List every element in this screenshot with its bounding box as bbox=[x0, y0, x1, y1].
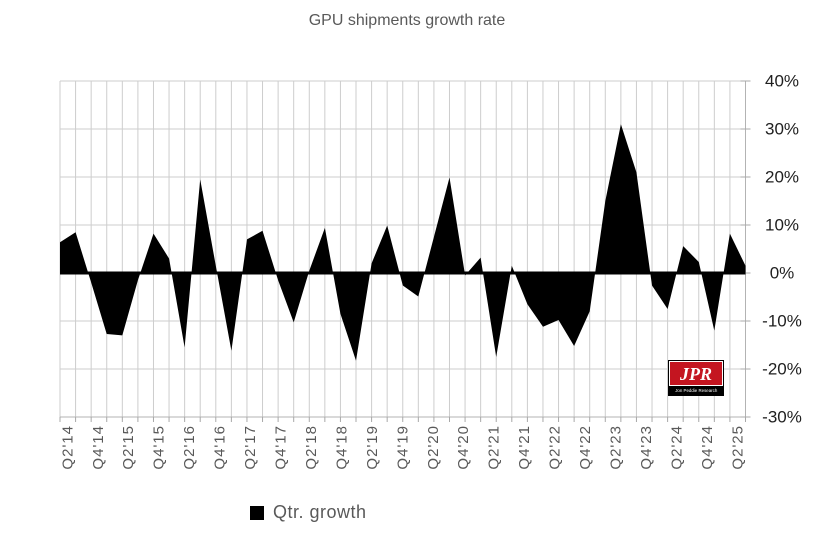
chart-title: GPU shipments growth rate bbox=[308, 12, 506, 29]
jpr-logo-acronym: JPR bbox=[679, 363, 712, 384]
x-axis-tick-label: Q4'19 bbox=[394, 425, 411, 470]
jpr-logo-red-field: JPR bbox=[669, 361, 723, 386]
area-series-qtr-growth bbox=[60, 124, 746, 361]
y-axis-tick-label: 0% bbox=[770, 264, 795, 283]
x-axis-tick-label: Q4'24 bbox=[699, 425, 716, 470]
legend: Qtr. growth bbox=[250, 502, 367, 523]
x-axis-tick-label: Q4'14 bbox=[90, 425, 107, 470]
x-axis-tick-label: Q4'18 bbox=[333, 425, 350, 470]
jpr-logo-subtitle: Jon Peddie Research bbox=[674, 387, 718, 393]
x-axis-tick-label: Q2'17 bbox=[242, 425, 259, 470]
x-axis-tick-label: Q4'17 bbox=[272, 425, 289, 470]
x-axis-tick-label: Q2'16 bbox=[181, 425, 198, 470]
x-axis-tick-label: Q2'23 bbox=[607, 425, 624, 470]
x-axis-tick-label: Q4'21 bbox=[516, 425, 533, 470]
x-axis-tick-label: Q2'19 bbox=[364, 425, 381, 470]
x-axis-tick-label: Q2'21 bbox=[486, 425, 503, 470]
x-axis-tick-label: Q2'14 bbox=[59, 425, 76, 470]
y-axis-tick-label: 40% bbox=[765, 72, 799, 91]
x-axis-tick-label: Q4'16 bbox=[212, 425, 229, 470]
x-axis-tick-label: Q2'22 bbox=[547, 425, 564, 470]
y-axis-tick-label: -10% bbox=[762, 312, 802, 331]
y-axis-tick-label: -30% bbox=[762, 408, 802, 427]
x-axis-tick-label: Q2'24 bbox=[668, 425, 685, 470]
x-axis-tick-label: Q4'15 bbox=[151, 425, 168, 470]
jpr-logo: JPR Jon Peddie Research bbox=[668, 360, 724, 396]
y-axis-tick-label: -20% bbox=[762, 360, 802, 379]
x-axis-tick-label: Q2'18 bbox=[303, 425, 320, 470]
legend-swatch-qtr-growth bbox=[250, 505, 264, 520]
x-axis-tick-label: Q4'20 bbox=[455, 425, 472, 470]
y-axis-tick-label: 30% bbox=[765, 120, 799, 139]
x-axis-tick-label: Q4'23 bbox=[638, 425, 655, 470]
legend-label-qtr-growth: Qtr. growth bbox=[273, 502, 367, 522]
x-axis-tick-label: Q2'20 bbox=[425, 425, 442, 470]
y-axis-tick-label: 10% bbox=[765, 216, 799, 235]
jpr-logo-band: Jon Peddie Research bbox=[669, 386, 723, 395]
x-axis-tick-label: Q2'15 bbox=[120, 425, 137, 470]
y-axis-tick-label: 20% bbox=[765, 168, 799, 187]
x-axis-tick-label: Q2'25 bbox=[729, 425, 746, 470]
x-axis-tick-label: Q4'22 bbox=[577, 425, 594, 470]
